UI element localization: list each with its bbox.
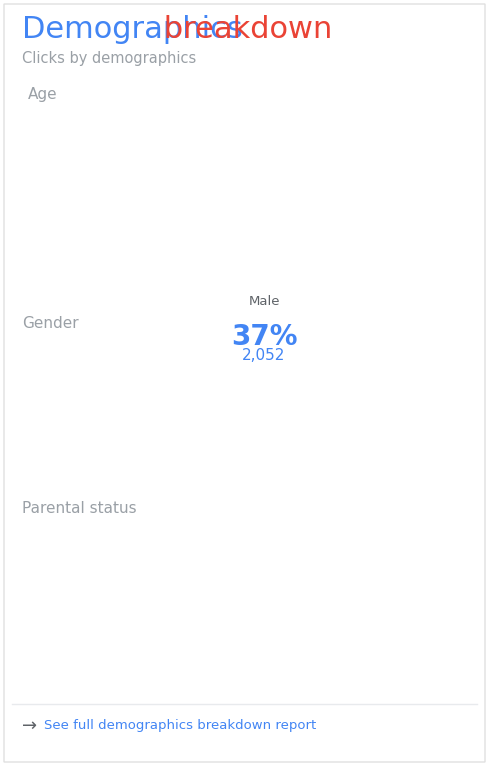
Wedge shape — [72, 424, 168, 467]
Bar — [243, 273, 275, 296]
Text: 37%: 37% — [230, 323, 297, 351]
Bar — [65, 294, 98, 296]
Text: Not a parent: Not a parent — [285, 571, 373, 585]
Text: 2,052: 2,052 — [242, 348, 285, 363]
Bar — [183, 273, 216, 296]
Bar — [302, 270, 334, 296]
Text: breakdown: breakdown — [154, 15, 332, 44]
Wedge shape — [124, 568, 184, 663]
Text: Parent: Parent — [285, 541, 330, 555]
Text: See full demographics breakdown report: See full demographics breakdown report — [44, 719, 316, 732]
Text: →: → — [22, 717, 37, 735]
Text: Clicks by demographics: Clicks by demographics — [22, 51, 196, 66]
Text: Male: Male — [248, 295, 279, 308]
Text: Male: Male — [285, 353, 318, 367]
Bar — [361, 295, 393, 296]
Text: Demographics: Demographics — [22, 15, 242, 44]
Wedge shape — [124, 544, 173, 584]
Wedge shape — [65, 544, 124, 663]
Text: Age: Age — [28, 87, 58, 102]
Bar — [124, 277, 157, 296]
Wedge shape — [124, 348, 184, 449]
Text: Female: Female — [285, 384, 336, 398]
Text: Unknown: Unknown — [285, 414, 350, 428]
FancyBboxPatch shape — [4, 4, 484, 762]
Text: Parental status: Parental status — [22, 501, 136, 516]
Bar — [420, 224, 452, 296]
Text: Unknown: Unknown — [285, 602, 350, 616]
Text: Gender: Gender — [22, 316, 79, 331]
Wedge shape — [65, 348, 124, 437]
